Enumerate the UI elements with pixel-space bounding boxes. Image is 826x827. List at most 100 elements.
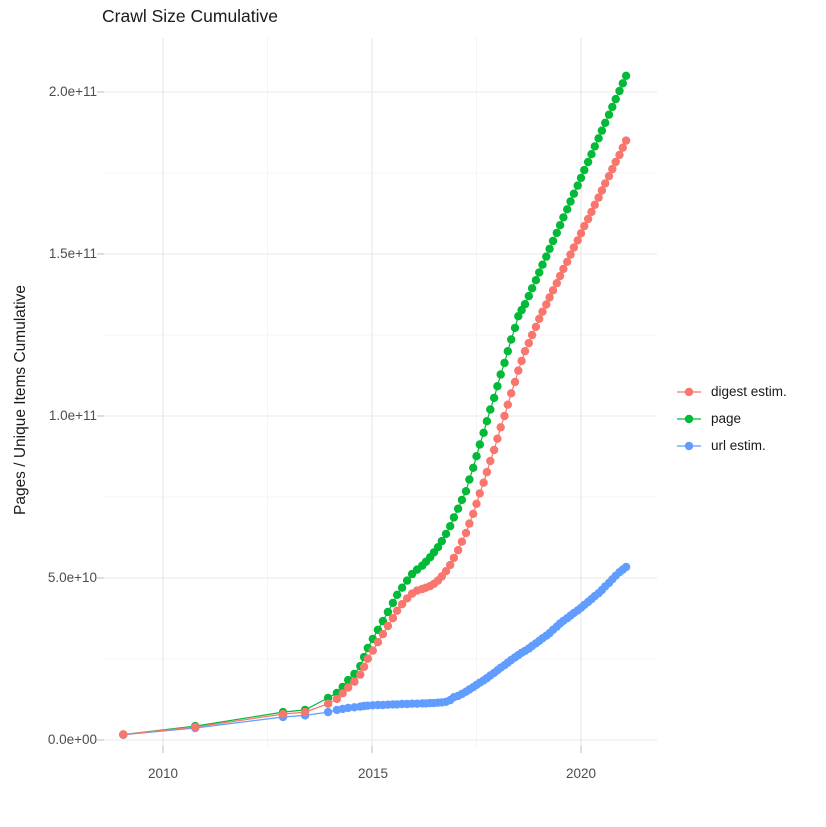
legend-key-page-icon xyxy=(677,414,701,423)
data-point xyxy=(527,284,537,293)
data-point xyxy=(542,300,551,309)
data-point xyxy=(486,456,495,466)
data-point xyxy=(535,314,544,323)
data-point xyxy=(359,662,369,671)
legend-key-digest-icon xyxy=(677,387,701,396)
data-point xyxy=(397,583,407,592)
data-point xyxy=(566,250,575,259)
x-tick-label: 2015 xyxy=(357,766,389,781)
data-point xyxy=(531,322,541,332)
data-point xyxy=(356,670,365,679)
data-point xyxy=(486,405,495,414)
data-point xyxy=(618,143,627,152)
data-point xyxy=(119,730,128,739)
data-point xyxy=(531,276,541,285)
data-point xyxy=(350,677,359,686)
data-point xyxy=(441,529,451,539)
data-point xyxy=(545,293,554,302)
data-point xyxy=(475,440,484,449)
data-point xyxy=(524,338,533,348)
x-tick-label: 2010 xyxy=(147,766,179,781)
data-point xyxy=(453,545,463,555)
data-point xyxy=(569,189,579,198)
data-point xyxy=(573,181,582,190)
data-point xyxy=(453,504,463,513)
legend-label: page xyxy=(711,411,742,426)
data-point xyxy=(437,536,446,546)
data-point xyxy=(383,607,393,617)
data-point xyxy=(573,236,582,245)
data-point xyxy=(563,257,572,266)
data-point xyxy=(601,179,610,188)
data-point xyxy=(469,463,478,472)
data-point xyxy=(527,330,537,340)
data-point xyxy=(552,228,561,238)
data-point xyxy=(583,157,593,167)
y-axis-title: Pages / Unique Items Cumulative xyxy=(12,284,29,516)
series-line-digest-estim- xyxy=(123,140,627,736)
data-point xyxy=(621,71,631,81)
chart-title: Crawl Size Cumulative xyxy=(102,6,279,26)
data-point xyxy=(520,347,530,356)
data-point xyxy=(323,699,333,708)
data-point xyxy=(510,323,520,333)
data-point xyxy=(615,86,624,96)
data-point xyxy=(338,689,347,698)
data-point xyxy=(618,79,627,88)
data-point xyxy=(597,186,607,195)
data-point xyxy=(580,165,589,175)
data-point xyxy=(611,157,620,167)
data-point xyxy=(583,214,593,224)
data-point xyxy=(524,291,533,301)
data-point xyxy=(517,356,526,366)
data-point xyxy=(278,709,288,719)
legend-label: digest estim. xyxy=(711,384,787,399)
data-point xyxy=(383,621,393,631)
data-point xyxy=(461,487,471,496)
data-point xyxy=(545,244,554,253)
data-point xyxy=(457,495,467,505)
data-point xyxy=(388,598,398,608)
data-point xyxy=(344,703,353,713)
data-point xyxy=(191,722,200,732)
data-point xyxy=(397,600,407,609)
data-point xyxy=(608,102,617,112)
data-point xyxy=(475,489,484,498)
data-point xyxy=(493,434,502,443)
data-point xyxy=(388,614,398,623)
data-point xyxy=(604,110,614,119)
data-point xyxy=(500,358,509,368)
data-point xyxy=(576,173,586,183)
data-point xyxy=(472,499,481,508)
data-point xyxy=(449,513,459,522)
data-point xyxy=(559,213,568,222)
data-point xyxy=(489,445,499,455)
data-point xyxy=(594,193,603,202)
data-point xyxy=(566,197,575,206)
legend-item-url-estim: url estim. xyxy=(676,432,787,459)
legend-label: url estim. xyxy=(711,438,766,453)
data-point xyxy=(461,528,471,538)
data-point xyxy=(559,264,568,274)
data-point xyxy=(496,370,505,379)
data-point xyxy=(542,252,551,261)
data-point xyxy=(597,126,607,135)
y-tick-label: 0.0e+00 xyxy=(47,732,97,747)
data-point xyxy=(608,164,617,174)
data-point xyxy=(323,693,333,703)
legend-key-url-icon xyxy=(677,441,701,450)
data-point xyxy=(363,654,372,663)
data-point xyxy=(621,136,631,145)
legend-item-page: page xyxy=(676,405,787,432)
data-point xyxy=(507,389,516,398)
data-point xyxy=(479,478,488,487)
data-point xyxy=(535,268,544,277)
data-point xyxy=(457,537,467,546)
data-point xyxy=(552,279,561,288)
data-point xyxy=(615,150,624,160)
data-point xyxy=(590,200,599,209)
data-point xyxy=(482,467,492,477)
data-point xyxy=(555,221,565,230)
data-point xyxy=(378,629,388,639)
